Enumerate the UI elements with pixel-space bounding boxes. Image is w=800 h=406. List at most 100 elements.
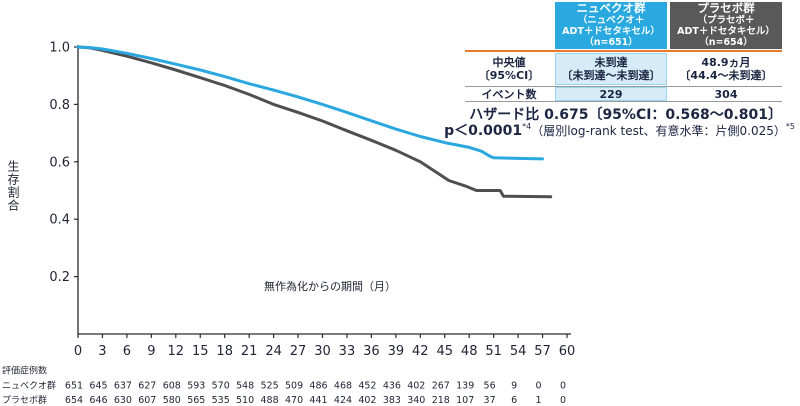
at-risk-row-label: プラセボ群 [2,394,47,406]
p-value: p＜0.0001 [444,123,523,139]
median-ci-value: 〔44.4～未到達〕 [679,69,773,82]
at-risk-value: 565 [187,395,205,406]
at-risk-value: 654 [65,395,83,406]
x-tick-label: 21 [241,344,258,359]
median-label-cell: 中央値 〔95%CI〕 [465,53,553,85]
y-tick-label: 0.4 [49,213,70,228]
x-tick-label: 18 [216,344,233,359]
header-regimen-line2: ADT＋ドセタキセル） [677,26,775,38]
table-bottom-rule [465,101,782,102]
at-risk-value: 218 [432,395,450,406]
header-regimen-line2: ADT＋ドセタキセル） [562,26,660,38]
median-nubeqa-cell: 未到達 〔未到達～未到達〕 [555,53,667,85]
at-risk-value: 107 [456,395,474,406]
at-risk-value: 580 [163,395,181,406]
at-risk-value: 488 [261,395,279,406]
at-risk-value: 0 [560,381,566,392]
x-tick-label: 15 [192,344,209,359]
at-risk-value: 383 [383,395,401,406]
x-tick-label: 60 [559,344,576,359]
at-risk-value: 510 [236,395,254,406]
at-risk-value: 608 [163,381,181,392]
at-risk-value: 424 [334,395,352,406]
at-risk-row-label: ニュベクオ群 [2,380,56,392]
y-tick-label: 0.8 [49,98,70,113]
at-risk-value: 470 [285,395,303,406]
at-risk-value: 340 [407,395,425,406]
at-risk-value: 645 [89,381,107,392]
events-nubeqa-cell: 229 [555,87,667,101]
x-tick-label: 9 [147,344,155,359]
x-tick-label: 30 [314,344,331,359]
table-row-divider [465,86,782,87]
y-tick-label: 0.6 [49,155,70,170]
header-group-name: ニュベクオ群 [576,1,646,16]
x-tick-label: 36 [363,344,380,359]
at-risk-value: 402 [358,395,376,406]
x-tick-label: 39 [388,344,405,359]
at-risk-value: 452 [358,381,376,392]
at-risk-value: 0 [535,381,541,392]
header-sample-size: （n=651） [584,37,638,49]
at-risk-value: 593 [187,381,205,392]
at-risk-value: 486 [309,381,327,392]
header-group-name: プラセボ群 [697,1,755,16]
header-sample-size: （n=654） [699,37,753,49]
at-risk-value: 441 [309,395,327,406]
p-value-line: p＜0.0001*4（層別log-rank test、有意水準：片側0.025）… [444,122,795,140]
median-value: 未到達 [594,56,628,69]
median-ci-label: 〔95%CI〕 [478,69,540,82]
median-ci-value: 〔未到達～未到達〕 [561,69,661,82]
at-risk-value: 651 [65,381,83,392]
header-regimen-line1: （プラセボ＋ [697,14,755,26]
number-at-risk-table: ニュベクオ群 651 645 637 627 608 593 570 548 525 509 486 4… [2,380,566,406]
at-risk-value: 637 [114,381,132,392]
x-tick-label: 24 [265,344,282,359]
events-label: イベント数 [481,87,537,101]
test-note: （層別log-rank test、有意水準：片側0.025） [531,124,786,138]
y-tick-label: 0.2 [49,270,70,285]
table-header-rule [465,50,782,52]
table-header-placebo: プラセボ群 （プラセボ＋ ADT＋ドセタキセル） （n=654） [670,2,782,49]
hazard-ratio: ハザード比 0.675〔95%CI：0.568～0.801〕 [469,107,782,123]
events-value: 229 [599,87,623,101]
events-label-cell: イベント数 [465,87,553,101]
at-risk-value: 267 [432,381,450,392]
at-risk-value: 607 [138,395,156,406]
at-risk-value: 509 [285,381,303,392]
p-value-footnote-ref: *4 [522,122,532,131]
median-value: 48.9ヵ月 [701,56,751,69]
at-risk-value: 0 [560,395,566,406]
events-value: 304 [714,87,738,101]
table-header-nubeqa: ニュベクオ群 （ニュベクオ＋ ADT＋ドセタキセル） （n=651） [555,2,667,49]
x-tick-label: 51 [485,344,502,359]
at-risk-value: 525 [261,381,279,392]
x-tick-label: 6 [123,344,131,359]
x-tick-label: 48 [461,344,478,359]
x-tick-label: 42 [412,344,429,359]
at-risk-value: 402 [407,381,425,392]
at-risk-value: 630 [114,395,132,406]
test-note-footnote-ref: *5 [785,122,795,131]
at-risk-value: 56 [484,381,496,392]
at-risk-value: 548 [236,381,254,392]
at-risk-value: 1 [535,395,541,406]
survival-curve-nubeqa [76,45,544,161]
x-tick-label: 0 [74,344,82,359]
at-risk-value: 570 [212,381,230,392]
x-tick-label: 33 [339,344,356,359]
x-tick-label: 3 [98,344,106,359]
events-placebo-cell: 304 [670,87,782,101]
x-tick-label: 57 [534,344,551,359]
x-tick-label: 27 [290,344,307,359]
at-risk-value: 627 [138,381,156,392]
at-risk-value: 37 [484,395,496,406]
at-risk-value: 646 [89,395,107,406]
x-tick-label: 45 [436,344,453,359]
chart-axes: 0.20.40.60.81.00 3 6 9 12 15 18 21 24 27 30 33 36 39 4… [49,41,575,360]
x-tick-label: 12 [168,344,185,359]
at-risk-value: 6 [511,395,517,406]
y-axis-label: 生存割合 [6,160,20,212]
